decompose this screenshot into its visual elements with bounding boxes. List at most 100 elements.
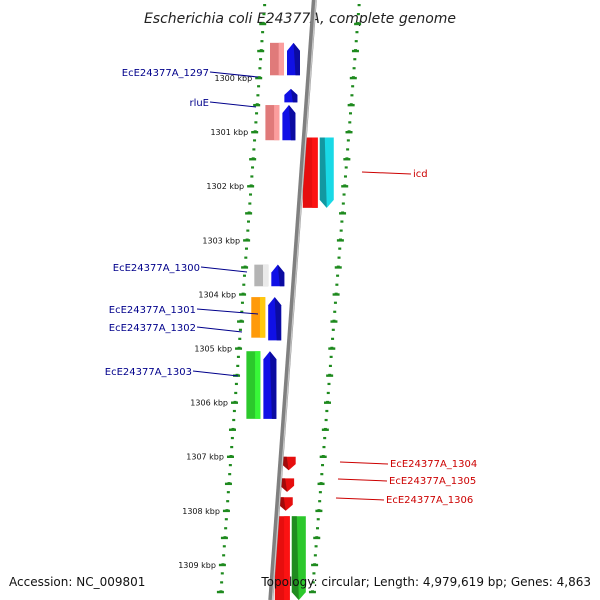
major-tick bbox=[326, 374, 334, 377]
minor-tick bbox=[220, 581, 224, 584]
cds-arrow-shade bbox=[319, 137, 327, 208]
minor-tick bbox=[240, 310, 244, 313]
minor-tick bbox=[222, 545, 226, 548]
minor-tick bbox=[258, 67, 262, 70]
major-tick bbox=[319, 455, 327, 458]
gene-label-forward: rluE bbox=[189, 98, 209, 109]
major-tick bbox=[237, 320, 245, 323]
cds-arrow-shade bbox=[288, 105, 296, 141]
minor-tick bbox=[355, 31, 359, 34]
gene-feature bbox=[282, 105, 296, 141]
minor-tick bbox=[353, 58, 357, 61]
minor-tick bbox=[337, 256, 341, 259]
label-leader bbox=[196, 326, 243, 333]
minor-tick bbox=[327, 382, 331, 386]
minor-tick bbox=[220, 572, 224, 575]
genome-backbone-highlight bbox=[271, 0, 317, 600]
minor-tick bbox=[324, 418, 328, 422]
minor-tick bbox=[236, 364, 240, 367]
minor-tick bbox=[316, 527, 320, 530]
backbone-layer bbox=[268, 0, 317, 600]
gene-feature bbox=[263, 351, 277, 419]
tick-label: 1302 kbp bbox=[206, 182, 244, 191]
minor-tick bbox=[331, 337, 335, 340]
major-tick bbox=[255, 76, 263, 80]
gene-feature bbox=[280, 478, 295, 492]
gene-feature bbox=[284, 88, 298, 103]
minor-tick bbox=[312, 572, 316, 575]
major-tick bbox=[257, 49, 265, 53]
major-tick bbox=[323, 401, 331, 404]
minor-tick bbox=[263, 4, 267, 7]
cds-arrow-shade bbox=[290, 88, 298, 103]
minor-tick bbox=[320, 473, 324, 476]
tick-label: 1308 kbp bbox=[182, 507, 220, 516]
minor-tick bbox=[228, 464, 232, 467]
gene-label-reverse: EcE24377A_1306 bbox=[386, 495, 473, 506]
minor-tick bbox=[342, 193, 346, 196]
minor-tick bbox=[232, 418, 236, 422]
major-tick bbox=[328, 347, 336, 350]
gene-label-forward: EcE24377A_1300 bbox=[113, 263, 200, 274]
minor-tick bbox=[248, 202, 252, 205]
major-tick bbox=[354, 22, 362, 26]
tick-label: 1306 kbp bbox=[190, 399, 228, 408]
minor-tick bbox=[338, 247, 342, 250]
minor-tick bbox=[340, 220, 344, 223]
minor-tick bbox=[352, 67, 356, 70]
minor-tick bbox=[321, 464, 325, 467]
minor-tick bbox=[257, 85, 261, 88]
minor-tick bbox=[254, 121, 258, 124]
minor-tick bbox=[255, 112, 259, 115]
gene-feature bbox=[270, 42, 285, 76]
tick-label: 1303 kbp bbox=[202, 236, 240, 245]
gene-feature bbox=[291, 516, 306, 600]
gene-feature bbox=[251, 297, 266, 338]
minor-tick bbox=[224, 518, 228, 521]
cds-arrow-shade bbox=[277, 264, 285, 287]
major-tick bbox=[315, 509, 323, 513]
gene-block-highlight bbox=[278, 42, 285, 76]
major-tick bbox=[351, 49, 359, 53]
minor-tick bbox=[246, 229, 250, 232]
cds-arrow-shade bbox=[274, 297, 282, 341]
minor-tick bbox=[333, 310, 337, 313]
accession-text: Accession: NC_009801 bbox=[9, 575, 146, 589]
label-leader bbox=[335, 497, 385, 501]
major-tick bbox=[332, 293, 340, 296]
major-tick bbox=[218, 563, 226, 567]
gene-block-highlight bbox=[284, 516, 290, 600]
minor-tick bbox=[250, 175, 254, 178]
minor-tick bbox=[252, 148, 256, 151]
minor-tick bbox=[222, 554, 226, 557]
major-tick bbox=[313, 536, 321, 540]
minor-tick bbox=[228, 473, 232, 476]
major-tick bbox=[343, 158, 351, 161]
minor-tick bbox=[260, 40, 264, 43]
minor-tick bbox=[256, 94, 260, 97]
gene-block-highlight bbox=[259, 297, 266, 338]
minor-tick bbox=[224, 527, 228, 530]
label-leader bbox=[209, 101, 257, 108]
major-tick bbox=[224, 482, 232, 486]
gene-feature bbox=[265, 105, 280, 141]
gene-block-highlight bbox=[255, 351, 261, 419]
minor-tick bbox=[234, 391, 238, 395]
gene-block-highlight bbox=[312, 137, 318, 208]
minor-tick bbox=[354, 40, 358, 43]
minor-tick bbox=[339, 229, 343, 232]
gene-feature bbox=[274, 516, 290, 600]
minor-tick bbox=[249, 193, 253, 196]
major-tick bbox=[228, 428, 236, 431]
minor-tick bbox=[325, 409, 329, 413]
major-tick bbox=[241, 266, 249, 269]
minor-tick bbox=[230, 445, 234, 449]
minor-tick bbox=[344, 166, 348, 169]
minor-tick bbox=[336, 274, 340, 277]
gene-feature bbox=[278, 497, 293, 511]
minor-tick bbox=[234, 382, 238, 386]
minor-tick bbox=[246, 220, 250, 223]
minor-tick bbox=[329, 355, 333, 358]
minor-tick bbox=[318, 500, 322, 503]
